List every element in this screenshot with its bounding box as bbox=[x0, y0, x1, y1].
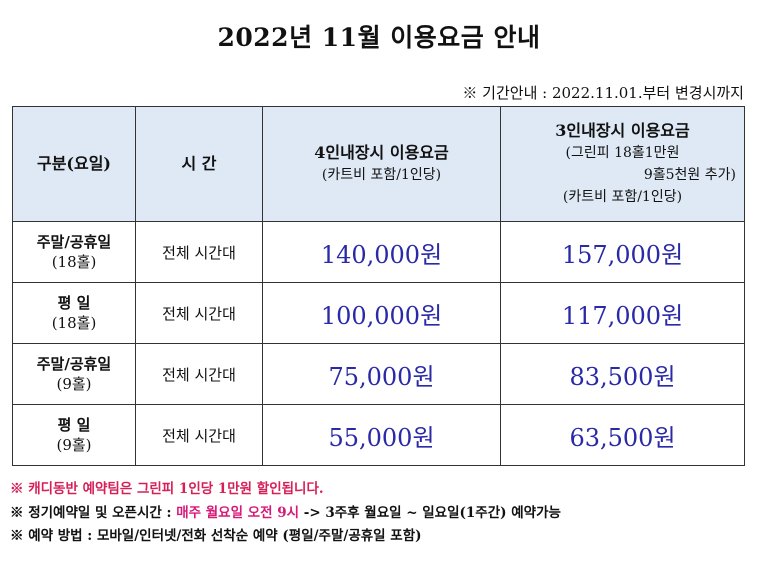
caddy-discount-note: ※ 캐디동반 예약팀은 그린피 1인당 1만원 할인됩니다. bbox=[10, 481, 324, 497]
price-four: 140,000원 bbox=[262, 221, 501, 283]
price-three: 117,000원 bbox=[500, 282, 745, 344]
fee-table: 구분(요일) 시 간 4인내장시 이용요금 (카트비 포함/1인당) 3인내장시… bbox=[12, 106, 745, 466]
price-three: 63,500원 bbox=[500, 404, 745, 466]
row-category: 평 일 (18홀) bbox=[12, 282, 136, 344]
booking-open-time: 매주 월요일 오전 9시 bbox=[176, 504, 300, 521]
row-category: 주말/공휴일 (9홀) bbox=[12, 343, 136, 405]
price-three: 157,000원 bbox=[500, 221, 745, 283]
row-time: 전체 시간대 bbox=[135, 404, 263, 466]
period-note: ※ 기간안내 : 2022.11.01.부터 변경시까지 bbox=[462, 84, 744, 102]
row-time: 전체 시간대 bbox=[135, 282, 263, 344]
table-row: 주말/공휴일 (9홀) 전체 시간대 75,000원 83,500원 bbox=[12, 343, 745, 405]
price-three: 83,500원 bbox=[500, 343, 745, 405]
price-four: 55,000원 bbox=[262, 404, 501, 466]
price-four: 100,000원 bbox=[262, 282, 501, 344]
header-time: 시 간 bbox=[135, 106, 263, 222]
table-row: 평 일 (9홀) 전체 시간대 55,000원 63,500원 bbox=[12, 404, 745, 466]
header-category: 구분(요일) bbox=[12, 106, 136, 222]
regular-booking-note: ※ 정기예약일 및 오픈시간 : 매주 월요일 오전 9시 -> 3주후 월요일… bbox=[10, 504, 561, 521]
page-title: 2022년 11월 이용요금 안내 bbox=[217, 23, 541, 52]
price-four: 75,000원 bbox=[262, 343, 501, 405]
table-row: 주말/공휴일 (18홀) 전체 시간대 140,000원 157,000원 bbox=[12, 221, 745, 283]
row-category: 평 일 (9홀) bbox=[12, 404, 136, 466]
row-category: 주말/공휴일 (18홀) bbox=[12, 221, 136, 283]
table-header-row: 구분(요일) 시 간 4인내장시 이용요금 (카트비 포함/1인당) 3인내장시… bbox=[12, 106, 745, 222]
row-time: 전체 시간대 bbox=[135, 221, 263, 283]
header-four-players: 4인내장시 이용요금 (카트비 포함/1인당) bbox=[262, 106, 501, 222]
table-row: 평 일 (18홀) 전체 시간대 100,000원 117,000원 bbox=[12, 282, 745, 344]
header-three-players: 3인내장시 이용요금 (그린피 18홀1만원 9홀5천원 추가) (카트비 포함… bbox=[500, 106, 745, 222]
booking-method-note: ※ 예약 방법 : 모바일/인터넷/전화 선착순 예약 (평일/주말/공휴일 포… bbox=[10, 528, 422, 544]
notes-section: ※ 캐디동반 예약팀은 그린피 1인당 1만원 할인됩니다. ※ 정기예약일 및… bbox=[10, 478, 561, 549]
row-time: 전체 시간대 bbox=[135, 343, 263, 405]
